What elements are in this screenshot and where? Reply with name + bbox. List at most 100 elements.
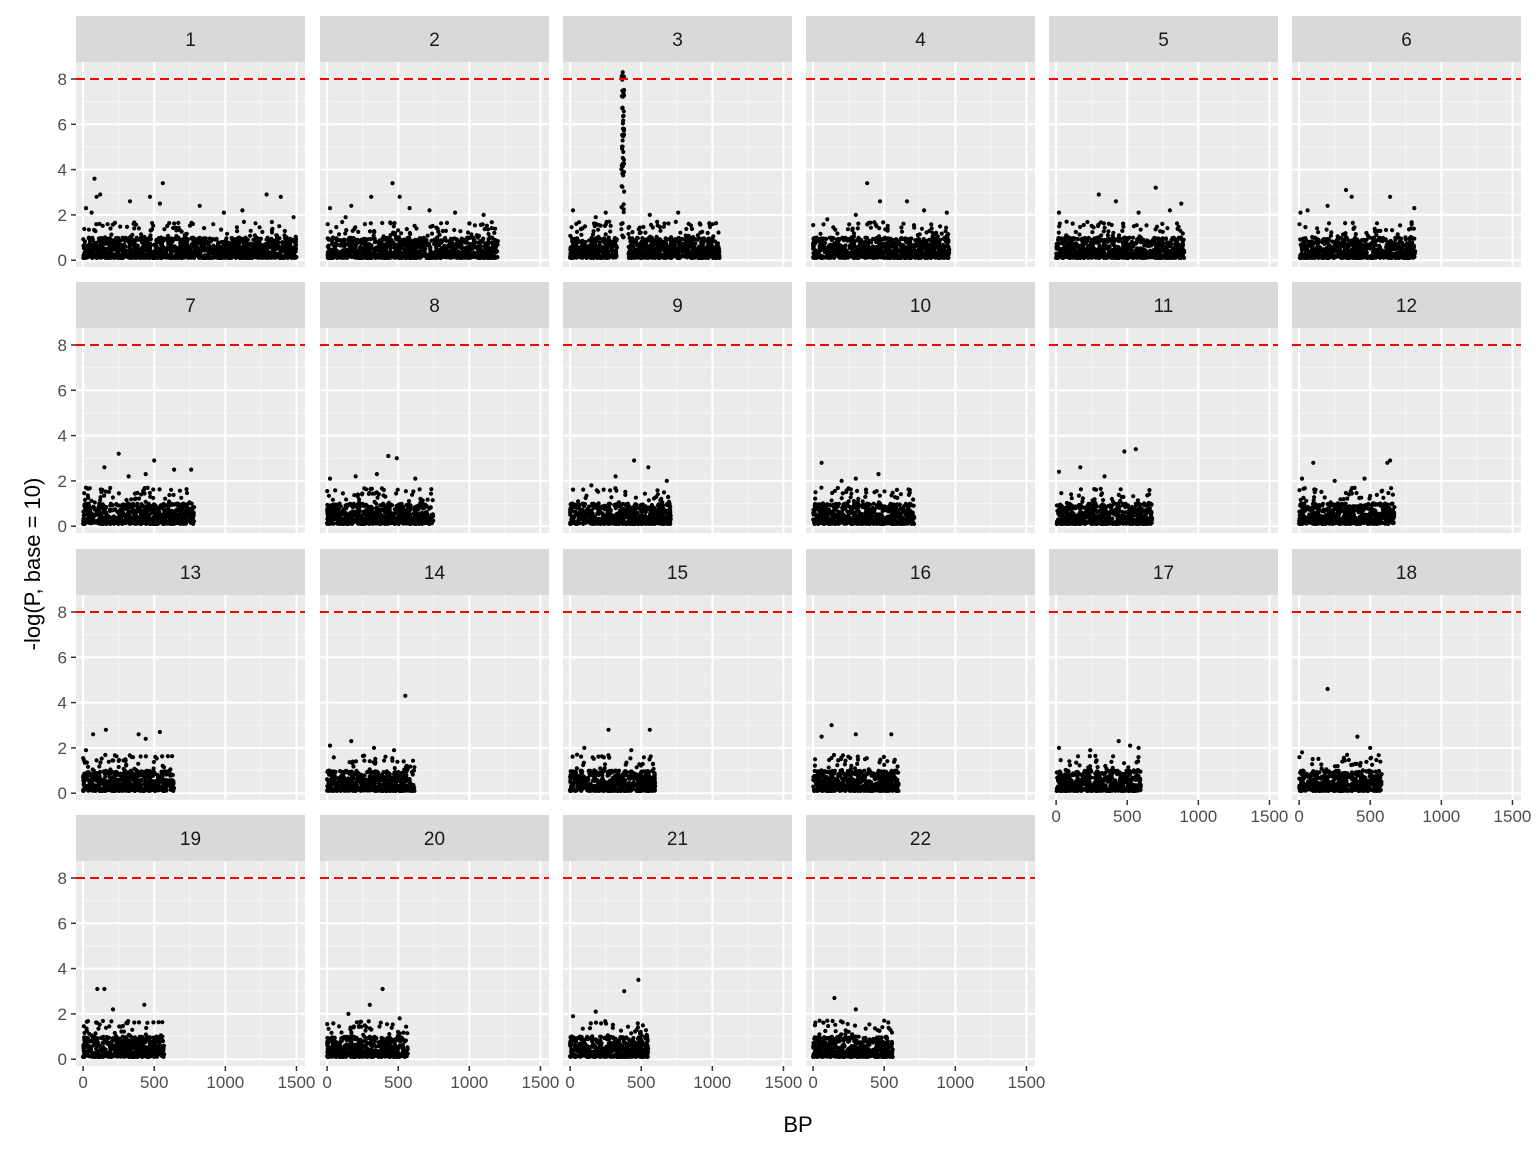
data-point <box>407 206 412 211</box>
data-point <box>626 255 632 260</box>
data-point <box>904 199 910 204</box>
data-point <box>929 222 934 227</box>
data-point <box>620 155 625 161</box>
data-point <box>214 247 219 252</box>
data-point <box>241 244 246 249</box>
data-point <box>194 243 199 248</box>
data-point <box>119 253 124 258</box>
data-point <box>396 245 401 250</box>
data-point <box>92 242 97 247</box>
data-point <box>588 253 593 258</box>
facet-strip-label: 1 <box>185 30 196 51</box>
data-point <box>637 225 642 230</box>
data-point <box>181 247 186 252</box>
data-point <box>614 237 619 243</box>
data-point <box>177 228 182 233</box>
data-point <box>464 245 469 250</box>
data-point <box>277 224 282 229</box>
data-point <box>936 253 941 258</box>
data-point <box>612 249 617 254</box>
data-point <box>97 221 102 226</box>
data-point <box>292 247 297 252</box>
data-point <box>181 243 186 249</box>
data-point <box>943 229 948 234</box>
data-point <box>907 255 912 260</box>
data-point <box>713 252 718 258</box>
data-point <box>393 231 398 236</box>
data-point <box>716 244 721 250</box>
data-point <box>1056 235 1061 241</box>
data-point <box>165 223 170 229</box>
data-point <box>174 248 179 254</box>
data-point <box>603 238 608 243</box>
data-point <box>166 245 171 250</box>
data-point <box>569 225 574 230</box>
data-point <box>660 240 665 245</box>
data-point <box>399 231 404 236</box>
data-point <box>269 254 274 259</box>
data-point <box>145 244 150 249</box>
data-point <box>570 208 576 213</box>
data-point <box>171 225 176 231</box>
data-point <box>274 236 279 241</box>
data-point <box>237 235 242 240</box>
data-point <box>1160 229 1165 234</box>
data-point <box>855 226 860 231</box>
data-point <box>603 210 608 215</box>
data-point <box>627 224 632 230</box>
data-point <box>98 192 103 197</box>
data-point <box>486 231 491 237</box>
data-point <box>335 251 340 256</box>
data-point <box>901 221 906 226</box>
data-point <box>367 248 372 253</box>
data-point <box>334 225 339 230</box>
data-point <box>258 236 263 241</box>
data-point <box>104 249 109 254</box>
data-point <box>684 226 689 232</box>
data-point <box>648 238 653 243</box>
data-point <box>128 234 133 239</box>
data-point <box>947 247 952 252</box>
data-point <box>864 250 869 256</box>
data-point <box>274 244 280 249</box>
data-point <box>492 230 497 235</box>
data-point <box>188 249 193 254</box>
data-point <box>822 250 828 255</box>
data-point <box>946 252 951 257</box>
data-point <box>367 229 373 234</box>
data-point <box>260 229 265 235</box>
data-point <box>668 236 673 241</box>
data-point <box>847 222 852 227</box>
data-point <box>838 243 843 248</box>
data-point <box>83 206 89 211</box>
data-point <box>220 245 225 250</box>
data-point <box>127 243 132 248</box>
data-point <box>83 249 88 254</box>
data-point <box>454 237 459 242</box>
data-point <box>105 222 110 227</box>
data-point <box>215 241 221 247</box>
data-point <box>202 226 207 231</box>
data-point <box>888 255 893 260</box>
data-points <box>81 176 299 260</box>
data-point <box>250 255 255 260</box>
data-point <box>833 227 838 232</box>
data-point <box>362 250 368 255</box>
data-point <box>425 233 430 238</box>
data-point <box>707 239 712 244</box>
data-point <box>839 255 844 260</box>
data-point <box>246 255 251 260</box>
data-point <box>407 246 412 251</box>
data-point <box>937 248 942 253</box>
data-point <box>177 247 182 252</box>
data-point <box>131 255 136 260</box>
data-point <box>424 238 429 243</box>
data-point <box>620 138 625 143</box>
data-point <box>327 237 332 242</box>
data-point <box>619 163 624 168</box>
data-point <box>452 227 457 233</box>
data-point <box>151 223 156 228</box>
data-point <box>689 254 694 259</box>
data-point <box>1064 219 1069 224</box>
data-point <box>872 247 877 252</box>
